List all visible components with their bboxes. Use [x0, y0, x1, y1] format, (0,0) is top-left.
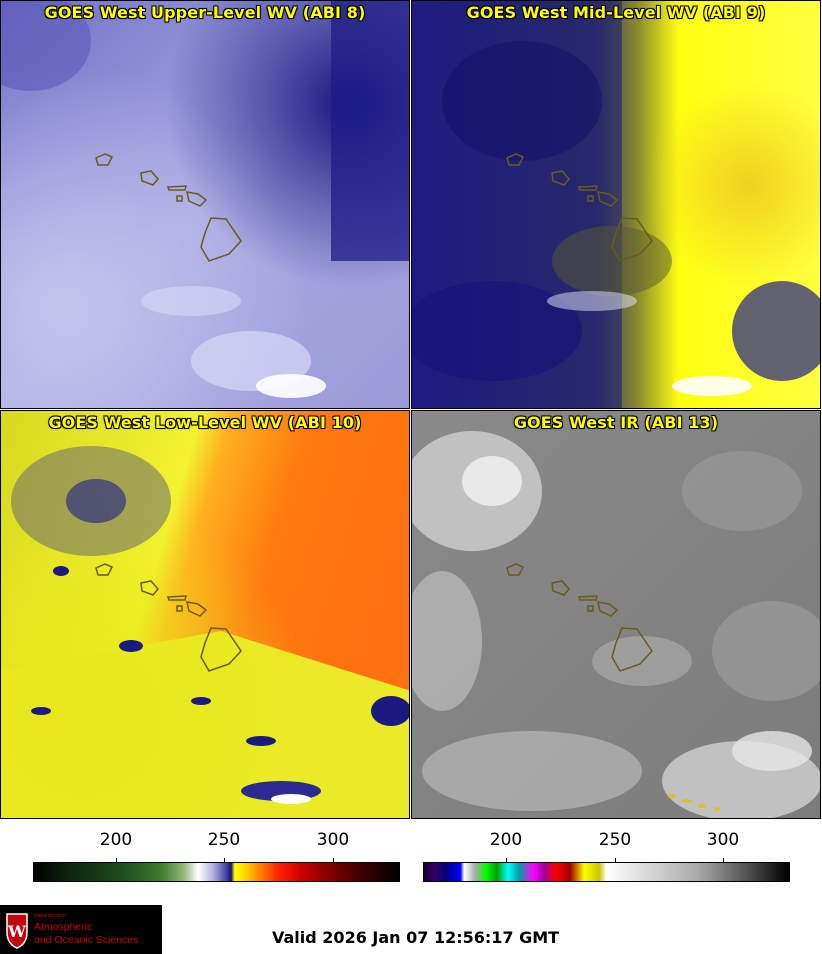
colorbar-tick-label: 200 — [99, 830, 133, 850]
panel-title: GOES West IR (ABI 13) — [513, 413, 719, 432]
panel-title: GOES West Upper-Level WV (ABI 8) — [44, 3, 366, 22]
colorbar-tick — [116, 858, 117, 862]
colorbar-tick-label: 250 — [598, 830, 632, 850]
colorbar-tick — [615, 858, 616, 862]
ir-panel: GOES West IR (ABI 13) — [411, 410, 821, 819]
wv-colorbar — [33, 862, 400, 882]
colorbar-tick-label: 200 — [489, 830, 523, 850]
colorbar-tick — [506, 858, 507, 862]
colorbar-tick — [224, 858, 225, 862]
hawaii-islands-outline — [506, 563, 653, 672]
hawaii-islands-outline — [506, 153, 653, 262]
svg-text:W: W — [7, 922, 27, 941]
mid-level-wv-panel: GOES West Mid-Level WV (ABI 9) — [411, 0, 821, 409]
colorbar-tick-label: 250 — [207, 830, 241, 850]
panel-title: GOES West Low-Level WV (ABI 10) — [48, 413, 362, 432]
upper-level-wv-image — [1, 1, 409, 408]
logo-atmospheric-text: Atmospheric — [34, 921, 93, 933]
aos-logo: W Department of Atmospheric and Oceanic … — [0, 905, 162, 954]
colorbar-tick-label: 300 — [706, 830, 740, 850]
panel-title: GOES West Mid-Level WV (ABI 9) — [466, 3, 766, 22]
hawaii-islands-outline — [95, 153, 242, 262]
colorbar-tick-label: 300 — [316, 830, 350, 850]
valid-time: Valid 2026 Jan 07 12:56:17 GMT — [272, 928, 560, 947]
uw-crest-icon: W — [6, 913, 28, 949]
logo-department-text: Department of — [34, 913, 66, 919]
ir-colorbar — [423, 862, 790, 882]
low-level-wv-panel: GOES West Low-Level WV (ABI 10) — [0, 410, 410, 819]
low-level-wv-image — [1, 411, 409, 818]
colorbar-tick — [723, 858, 724, 862]
upper-level-wv-panel: GOES West Upper-Level WV (ABI 8) — [0, 0, 410, 409]
ir-image — [412, 411, 820, 818]
mid-level-wv-image — [412, 1, 820, 408]
hawaii-islands-outline — [95, 563, 242, 672]
logo-oceanic-text: and Oceanic Sciences — [34, 934, 139, 946]
colorbar-tick — [333, 858, 334, 862]
